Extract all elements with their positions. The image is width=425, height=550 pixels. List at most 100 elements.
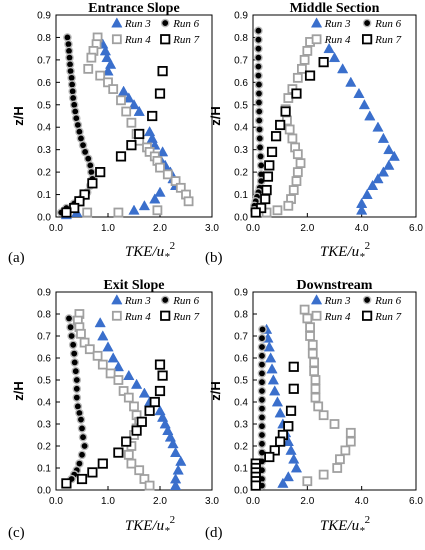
data-point (71, 366, 81, 376)
y-tick-label: 0.0 (234, 213, 248, 224)
legend-marker (111, 310, 122, 321)
legend-label: Run 7 (374, 34, 401, 46)
legend-marker (111, 294, 123, 305)
legend-label: Run 4 (324, 311, 351, 323)
data-point (102, 65, 114, 76)
data-point (257, 421, 267, 431)
data-point (318, 57, 329, 68)
data-point (377, 166, 390, 177)
legend-marker (310, 17, 323, 28)
data-point (307, 348, 318, 359)
y-tick-label: 0.9 (234, 288, 248, 299)
data-point (290, 462, 303, 473)
data-point (183, 196, 194, 207)
data-point (377, 132, 390, 143)
data-point (266, 363, 278, 374)
legend-label: Run 3 (124, 295, 151, 307)
data-point (256, 152, 265, 161)
data-point (372, 121, 384, 132)
data-point (105, 368, 116, 379)
y-tick-label: 0.8 (37, 33, 51, 44)
data-point (175, 455, 187, 466)
plot-frame (55, 14, 213, 218)
y-tick-label: 0.8 (234, 310, 248, 321)
x-tick-label: 0.0 (49, 496, 63, 507)
chart-title: Entrance Slope (88, 1, 179, 16)
legend-marker (311, 34, 322, 45)
data-point (133, 105, 145, 116)
data-point (72, 384, 82, 394)
data-point (66, 66, 75, 76)
data-point (76, 415, 86, 424)
series-run-7 (250, 57, 329, 218)
data-point (258, 325, 267, 334)
data-point (76, 328, 86, 339)
data-point (149, 193, 161, 204)
data-point (295, 158, 306, 169)
data-point (76, 473, 88, 485)
data-point (292, 72, 303, 83)
data-point (95, 167, 106, 178)
data-point (291, 88, 302, 99)
y-tick-label: 0.3 (37, 145, 51, 156)
data-point (266, 146, 278, 158)
data-point (94, 317, 106, 328)
y-tick-label: 0.5 (37, 376, 51, 387)
data-point (123, 392, 134, 403)
chart-panel-2: Middle Section 0.0 0.1 0.2 0.3 0.4 0.5 0.6 0.7 0.… (205, 1, 423, 266)
data-point (86, 52, 97, 63)
plot-frame (252, 291, 417, 491)
y-tick-label: 0.6 (234, 354, 248, 365)
data-point (254, 80, 264, 89)
legend-marker (160, 295, 170, 305)
y-axis-label: z/H (208, 381, 223, 401)
data-point (254, 26, 263, 36)
data-point (97, 330, 109, 341)
chart-title: Middle Section (290, 1, 380, 16)
x-tick-label: 1.0 (101, 223, 115, 234)
data-point (92, 350, 103, 361)
y-tick-label: 0.0 (37, 213, 51, 224)
legend-marker (111, 17, 123, 28)
y-axis-label: z/H (11, 106, 26, 126)
data-point (157, 370, 168, 381)
data-point (302, 46, 313, 56)
data-point (79, 337, 90, 348)
data-point (69, 100, 79, 110)
chart-panel-1: Entrance Slope 0.0 0.1 0.2 0.3 0.4 0.5 0.6 0.7 0.… (8, 1, 219, 266)
data-point (257, 351, 267, 361)
data-point (267, 374, 279, 385)
legend-marker (160, 18, 170, 28)
data-point (302, 313, 313, 324)
data-point (263, 341, 275, 352)
data-point (72, 393, 82, 402)
data-point (335, 454, 345, 465)
data-point (116, 95, 126, 106)
series-run-3 (94, 317, 187, 491)
legend-label: Run 3 (124, 18, 151, 30)
legend: Run 3 Run 6 Run 4 Run 7 (111, 294, 200, 323)
legend-marker (160, 34, 171, 45)
data-point (84, 344, 95, 355)
data-point (112, 361, 125, 372)
data-point (77, 450, 87, 460)
data-point (143, 125, 156, 137)
x-tick-label: 2.0 (300, 223, 314, 234)
series-run-7 (61, 359, 168, 489)
data-point (257, 395, 267, 405)
legend-label: Run 7 (172, 311, 199, 323)
x-tick-label: 0.0 (49, 223, 63, 234)
data-point (277, 477, 289, 488)
data-point (260, 193, 271, 205)
data-point (309, 357, 320, 368)
data-point (262, 171, 274, 182)
legend-label: Run 6 (374, 18, 401, 30)
data-point (67, 331, 76, 341)
data-point (154, 186, 166, 197)
data-point (254, 107, 264, 116)
chart-panel-4: Downstream 0.0 0.1 0.2 0.3 0.4 0.5 0.6 0.7 0.8 0.9… (205, 278, 423, 541)
legend-marker (111, 34, 122, 45)
data-point (275, 119, 286, 131)
data-point (80, 441, 89, 451)
y-tick-label: 0.9 (37, 288, 51, 299)
